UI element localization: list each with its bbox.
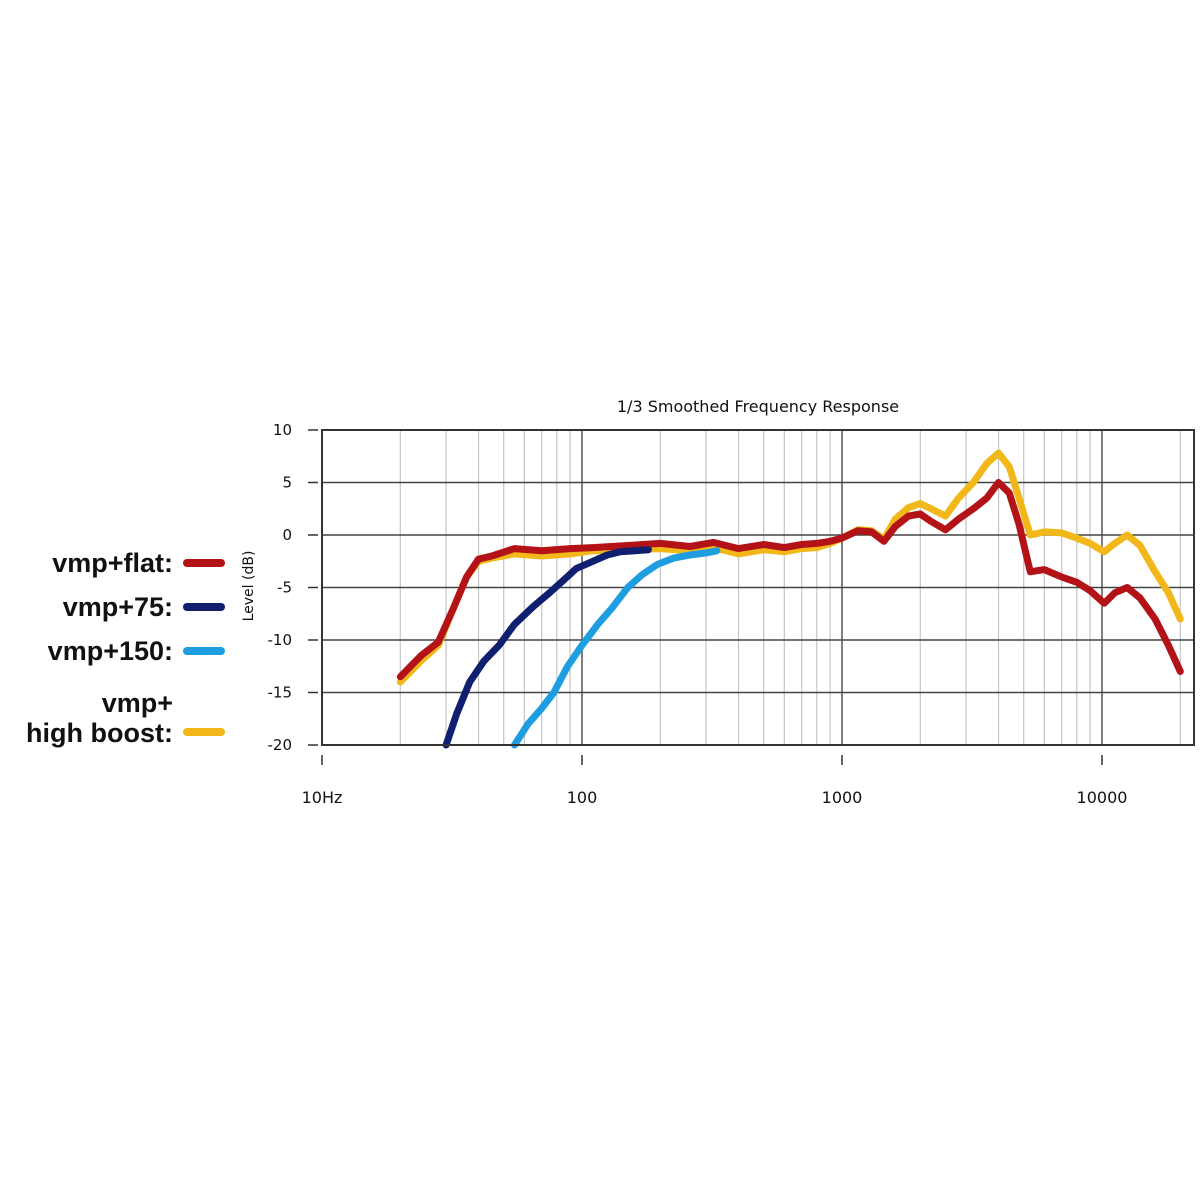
x-tick-label: 10Hz <box>302 788 343 807</box>
legend-item-75: vmp+75: <box>63 592 225 622</box>
series-line-vmp-75 <box>442 546 652 749</box>
x-axis: 10Hz 100 1000 10000 <box>302 755 1128 807</box>
y-axis: 10 5 0 -5 -10 -15 -20 <box>268 421 318 754</box>
chart-title: 1/3 Smoothed Frequency Response <box>617 397 899 416</box>
major-grid <box>321 429 1194 746</box>
series-line-vmp-flat <box>396 479 1184 681</box>
legend-label: vmp+ high boost: <box>26 688 173 748</box>
y-tick-label: -15 <box>268 684 293 702</box>
y-axis-label: Level (dB) <box>241 551 257 622</box>
legend-swatch <box>183 728 225 736</box>
y-tick-label: -10 <box>268 631 293 649</box>
legend-item-high-boost: vmp+ high boost: <box>26 688 225 748</box>
x-tick-label: 1000 <box>822 788 863 807</box>
series-line-vmp-high-boost <box>396 449 1184 686</box>
legend-label: vmp+150: <box>47 636 173 666</box>
y-tick-label: 0 <box>282 526 292 544</box>
legend-label: vmp+flat: <box>52 548 173 578</box>
y-tick-label: 5 <box>282 474 292 492</box>
series-line-vmp-150 <box>511 547 721 749</box>
y-tick-label: -5 <box>277 579 292 597</box>
legend-swatch <box>183 647 225 655</box>
legend-item-flat: vmp+flat: <box>52 548 225 578</box>
legend-swatch <box>183 559 225 567</box>
series-layer <box>396 449 1184 749</box>
x-tick-label: 10000 <box>1077 788 1128 807</box>
legend-label: vmp+75: <box>62 592 173 622</box>
plot-frame <box>321 429 1195 746</box>
x-tick-label: 100 <box>567 788 598 807</box>
y-tick-label: 10 <box>273 421 292 439</box>
legend-swatch <box>183 603 225 611</box>
legend-item-150: vmp+150: <box>48 636 225 666</box>
y-tick-label: -20 <box>268 736 293 754</box>
